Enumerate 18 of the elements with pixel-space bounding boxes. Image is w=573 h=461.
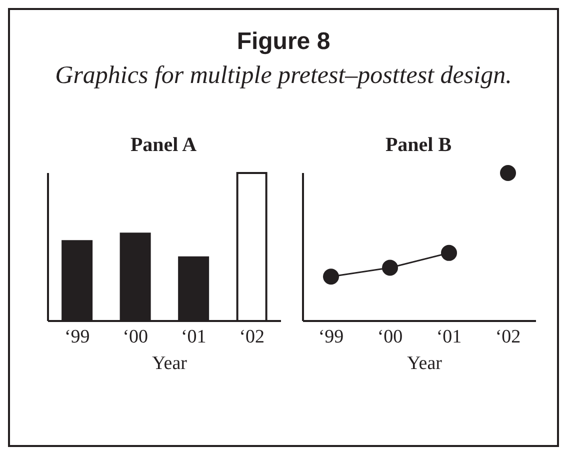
x-tick-label: ‘99 [64,326,90,348]
point [382,260,398,276]
chart-title: Panel B [384,134,453,157]
x-axis-title: Year [406,353,443,375]
point [441,244,457,261]
x-tick-label: ‘00 [377,326,403,348]
caption: Figure 8 [236,28,332,56]
point [500,165,516,181]
x-tick-label: ‘01 [180,326,206,348]
x-axis-title: Year [150,353,188,375]
chart-title: Panel A [129,134,198,157]
text: Graphics for multiple pretest–posttest design. [54,62,513,90]
x-tick-label: ‘02 [495,326,521,348]
x-tick-label: ‘00 [122,326,148,348]
x-tick-label: ‘01 [436,326,462,348]
x-tick-label: ‘02 [239,326,265,348]
x-tick-label: ‘99 [318,326,344,348]
point [323,268,339,285]
